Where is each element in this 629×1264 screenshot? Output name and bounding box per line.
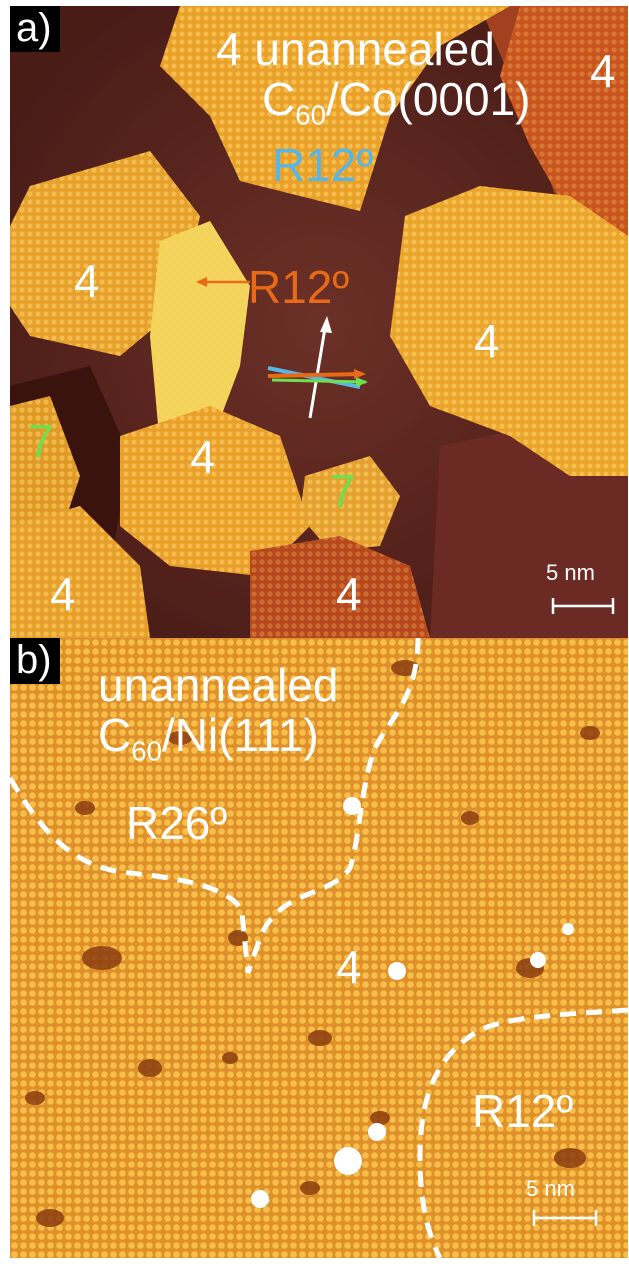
panel-letter-a: a) [10,6,60,52]
domain-label: 4 [474,315,500,367]
domain-label-green: 7 [28,415,54,467]
direction-arrows-icon [267,316,368,419]
scale-bar-a [551,598,615,614]
panel-b-title-line2: C60/Ni(111) [98,709,319,767]
panel-a-image [10,6,628,638]
domain-label: 4 [74,255,100,307]
domain-label-center: 4 [336,941,362,993]
scale-bar-label-b: 5 nm [526,1176,575,1201]
scale-bar-label-a: 5 nm [546,560,595,585]
domain-label: 4 [590,45,616,97]
domain-boundaries [10,638,628,1258]
rotation-label-right: R12º [472,1085,574,1137]
domain-label: 4 [50,568,76,620]
rotation-label-left: R26º [126,797,228,849]
domain-label: 4 [336,568,362,620]
domain-label: 4 [190,431,216,483]
panel-a-title-line2: C60/Co(0001) [262,73,531,131]
panel-b-title-line1: unannealed [98,659,339,711]
panel-a-title-line1: 4 unannealed [216,23,495,75]
panel-a-stm-image: a) 4 unannealed C60/Co(0001) R12º R12º 4… [10,6,628,638]
scale-bar-b [532,1210,598,1226]
bright-adsorbates [251,797,574,1208]
panel-letter-b: b) [10,638,60,684]
defect-spots [25,660,600,1227]
domain-label-green: 7 [330,465,356,517]
rotation-label-blue: R12º [272,139,374,191]
orange-arrow-icon [196,277,250,287]
panel-b-image [10,638,628,1258]
panel-b-stm-image: b) unannealed C60/Ni(111) R26º 4 R12º 5 … [10,638,628,1258]
rotation-label-orange: R12º [248,261,350,313]
